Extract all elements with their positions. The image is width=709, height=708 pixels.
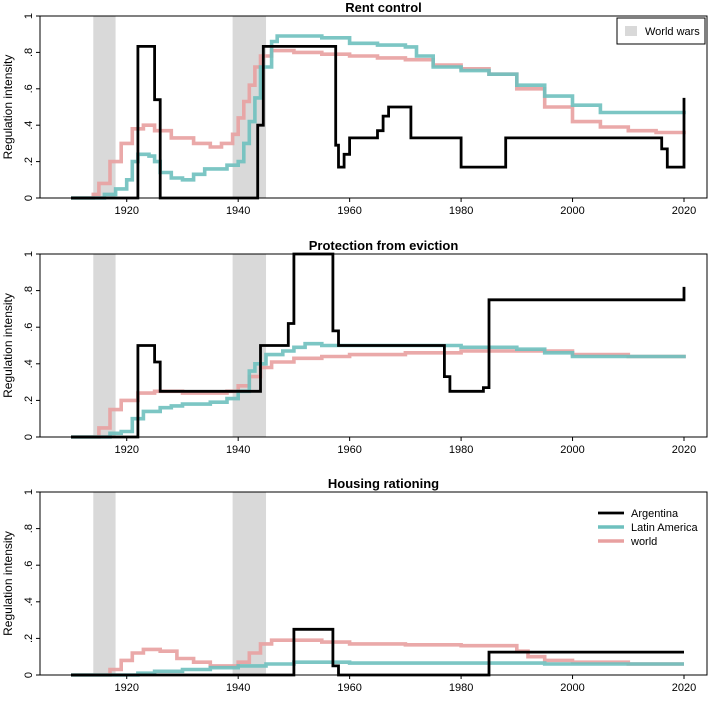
legend-label-wars: World wars <box>645 26 700 38</box>
x-tick-label: 1960 <box>337 444 361 456</box>
y-tick-label: 1 <box>23 251 35 257</box>
panel-title: Protection from eviction <box>309 238 459 253</box>
x-tick-label: 1940 <box>226 205 250 217</box>
legend-label-latin-america: Latin America <box>631 522 699 534</box>
x-tick-label: 1940 <box>226 444 250 456</box>
x-tick-label: 2020 <box>672 444 696 456</box>
y-tick-label: .2 <box>23 157 35 166</box>
y-tick-label: .2 <box>23 396 35 405</box>
x-tick-label: 2000 <box>560 682 584 694</box>
war-shading-1 <box>93 492 116 675</box>
y-tick-label: .8 <box>23 524 35 533</box>
war-shading-1 <box>93 16 116 198</box>
series-line-argentina <box>71 45 686 200</box>
x-tick-label: 1980 <box>449 444 473 456</box>
x-tick-label: 1980 <box>449 682 473 694</box>
y-tick-label: .6 <box>23 323 35 332</box>
y-axis-title: Regulation intensity <box>1 293 15 398</box>
series-line-world <box>71 48 686 200</box>
plot-frame <box>39 491 708 676</box>
y-tick-label: 0 <box>23 434 35 440</box>
plot-frame <box>39 253 708 438</box>
chart-panel-2: 1920 1940 1960 1980 2000 2020 0 .2 .4 .6 .8 1 Regula… <box>1 238 708 456</box>
y-tick-label: 0 <box>23 195 35 201</box>
y-tick-label: 1 <box>23 489 35 495</box>
series-line-latin-america <box>71 341 686 439</box>
x-tick-label: 2000 <box>560 205 584 217</box>
chart-panel-1: 1920 1940 1960 1980 2000 2020 0 .2 .4 .6 .8 1 Regula… <box>1 0 708 217</box>
series-line-world <box>71 349 686 439</box>
y-tick-label: .6 <box>23 84 35 93</box>
plot-frame <box>39 15 708 199</box>
legend-label-world: world <box>630 536 657 548</box>
x-tick-label: 1920 <box>114 444 138 456</box>
legend-series: Argentina Latin America world <box>598 508 699 548</box>
legend-world-wars: World wars <box>616 17 706 45</box>
y-tick-label: 1 <box>23 13 35 19</box>
panel-title: Rent control <box>345 0 422 15</box>
y-tick-label: .8 <box>23 48 35 57</box>
war-shading-2 <box>232 16 267 198</box>
x-tick-label: 2000 <box>560 444 584 456</box>
y-tick-label: 0 <box>23 672 35 678</box>
x-tick-label: 1920 <box>114 682 138 694</box>
y-tick-label: .8 <box>23 286 35 295</box>
y-axis-title: Regulation intensity <box>1 531 15 636</box>
x-tick-label: 1980 <box>449 205 473 217</box>
x-tick-label: 1960 <box>337 682 361 694</box>
x-tick-label: 1940 <box>226 682 250 694</box>
war-shading-1 <box>93 254 116 437</box>
x-tick-label: 2020 <box>672 205 696 217</box>
series-line-argentina <box>71 252 686 439</box>
y-tick-label: .4 <box>23 359 35 368</box>
legend-swatch-wars <box>625 26 637 36</box>
y-tick-label: .4 <box>23 121 35 130</box>
y-tick-label: .6 <box>23 561 35 570</box>
y-axis-title: Regulation intensity <box>1 55 15 160</box>
x-tick-label: 1920 <box>114 205 138 217</box>
panel-title: Housing rationing <box>328 476 439 491</box>
y-tick-label: .2 <box>23 634 35 643</box>
x-tick-label: 2020 <box>672 682 696 694</box>
series-line-latin-america <box>71 660 684 677</box>
series-line-latin-america <box>71 34 686 200</box>
chart-panel-3: 1920 1940 1960 1980 2000 2020 0 .2 .4 .6 .8 1 Regula… <box>1 476 708 694</box>
legend-label-argentina: Argentina <box>631 508 679 520</box>
y-tick-label: .4 <box>23 597 35 606</box>
x-tick-label: 1960 <box>337 205 361 217</box>
